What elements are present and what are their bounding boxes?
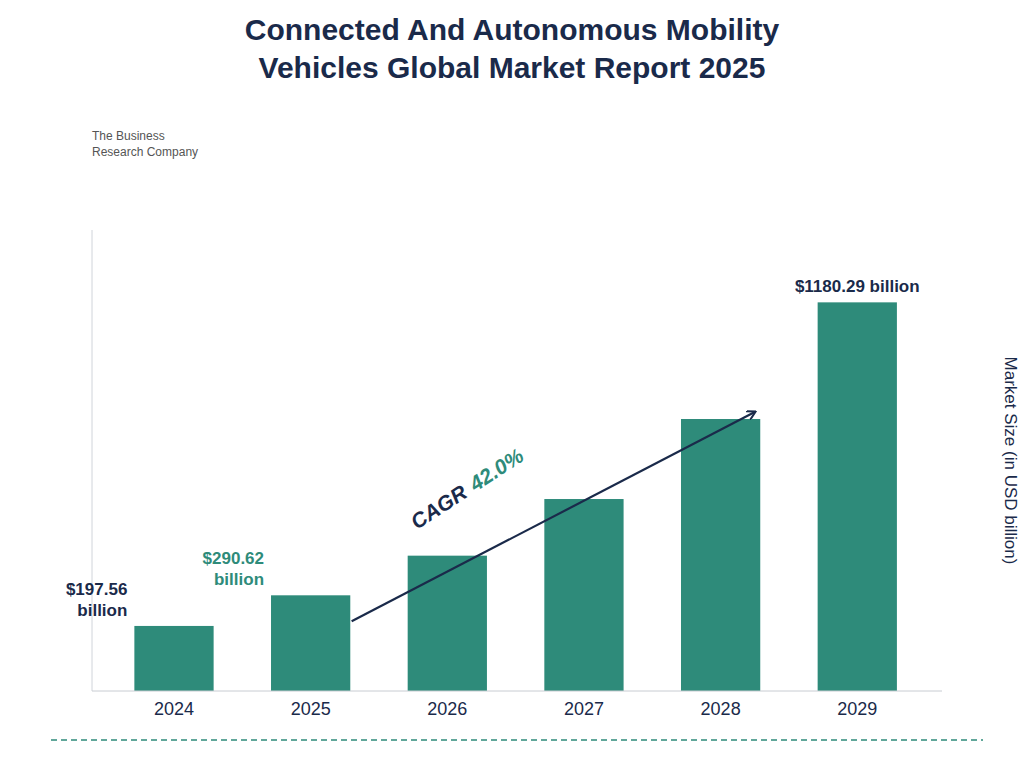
bottom-rule — [51, 739, 983, 741]
title-line: Vehicles Global Market Report 2025 — [259, 51, 766, 84]
logo-line: The Business — [92, 129, 165, 143]
title: Connected And Autonomous Mobility Vehicle… — [245, 13, 780, 84]
annotation-line: billion — [77, 601, 127, 620]
annotation-line: $290.62 — [203, 549, 264, 568]
bar — [408, 556, 487, 691]
cagr-value: 42.0% — [464, 443, 528, 495]
cagr-text: CAGR42.0% — [406, 443, 527, 533]
logo-text: The Business Research Company — [92, 129, 198, 159]
x-tick-label: 2029 — [837, 699, 877, 719]
annotation: $1180.29 billion — [795, 277, 920, 296]
bar — [271, 595, 350, 691]
bar — [134, 626, 213, 691]
x-tick-label: 2025 — [291, 699, 331, 719]
bar — [818, 302, 897, 691]
chart: Connected And Autonomous Mobility Vehicle… — [0, 0, 1024, 768]
y-axis-line — [92, 230, 93, 691]
x-tick-label: 2027 — [564, 699, 604, 719]
x-tick-label: 2024 — [154, 699, 194, 719]
x-tick-label: 2026 — [427, 699, 467, 719]
y-label: Market Size (in USD billion) — [1001, 357, 1020, 565]
title-line: Connected And Autonomous Mobility — [245, 13, 780, 46]
x-axis-line — [92, 691, 942, 692]
logo-line: Research Company — [92, 145, 198, 159]
bar — [681, 419, 760, 691]
bars — [134, 302, 897, 691]
x-tick-label: 2028 — [701, 699, 741, 719]
cagr-label: CAGR — [406, 479, 471, 532]
bar — [544, 499, 623, 691]
annotation-line: billion — [214, 570, 264, 589]
annotation: $197.56 billion — [66, 580, 127, 620]
cagr-arrow — [352, 412, 755, 621]
annotation-line: $197.56 — [66, 580, 127, 599]
annotation: $290.62 billion — [203, 549, 264, 589]
annotation-line: $1180.29 billion — [795, 277, 920, 296]
